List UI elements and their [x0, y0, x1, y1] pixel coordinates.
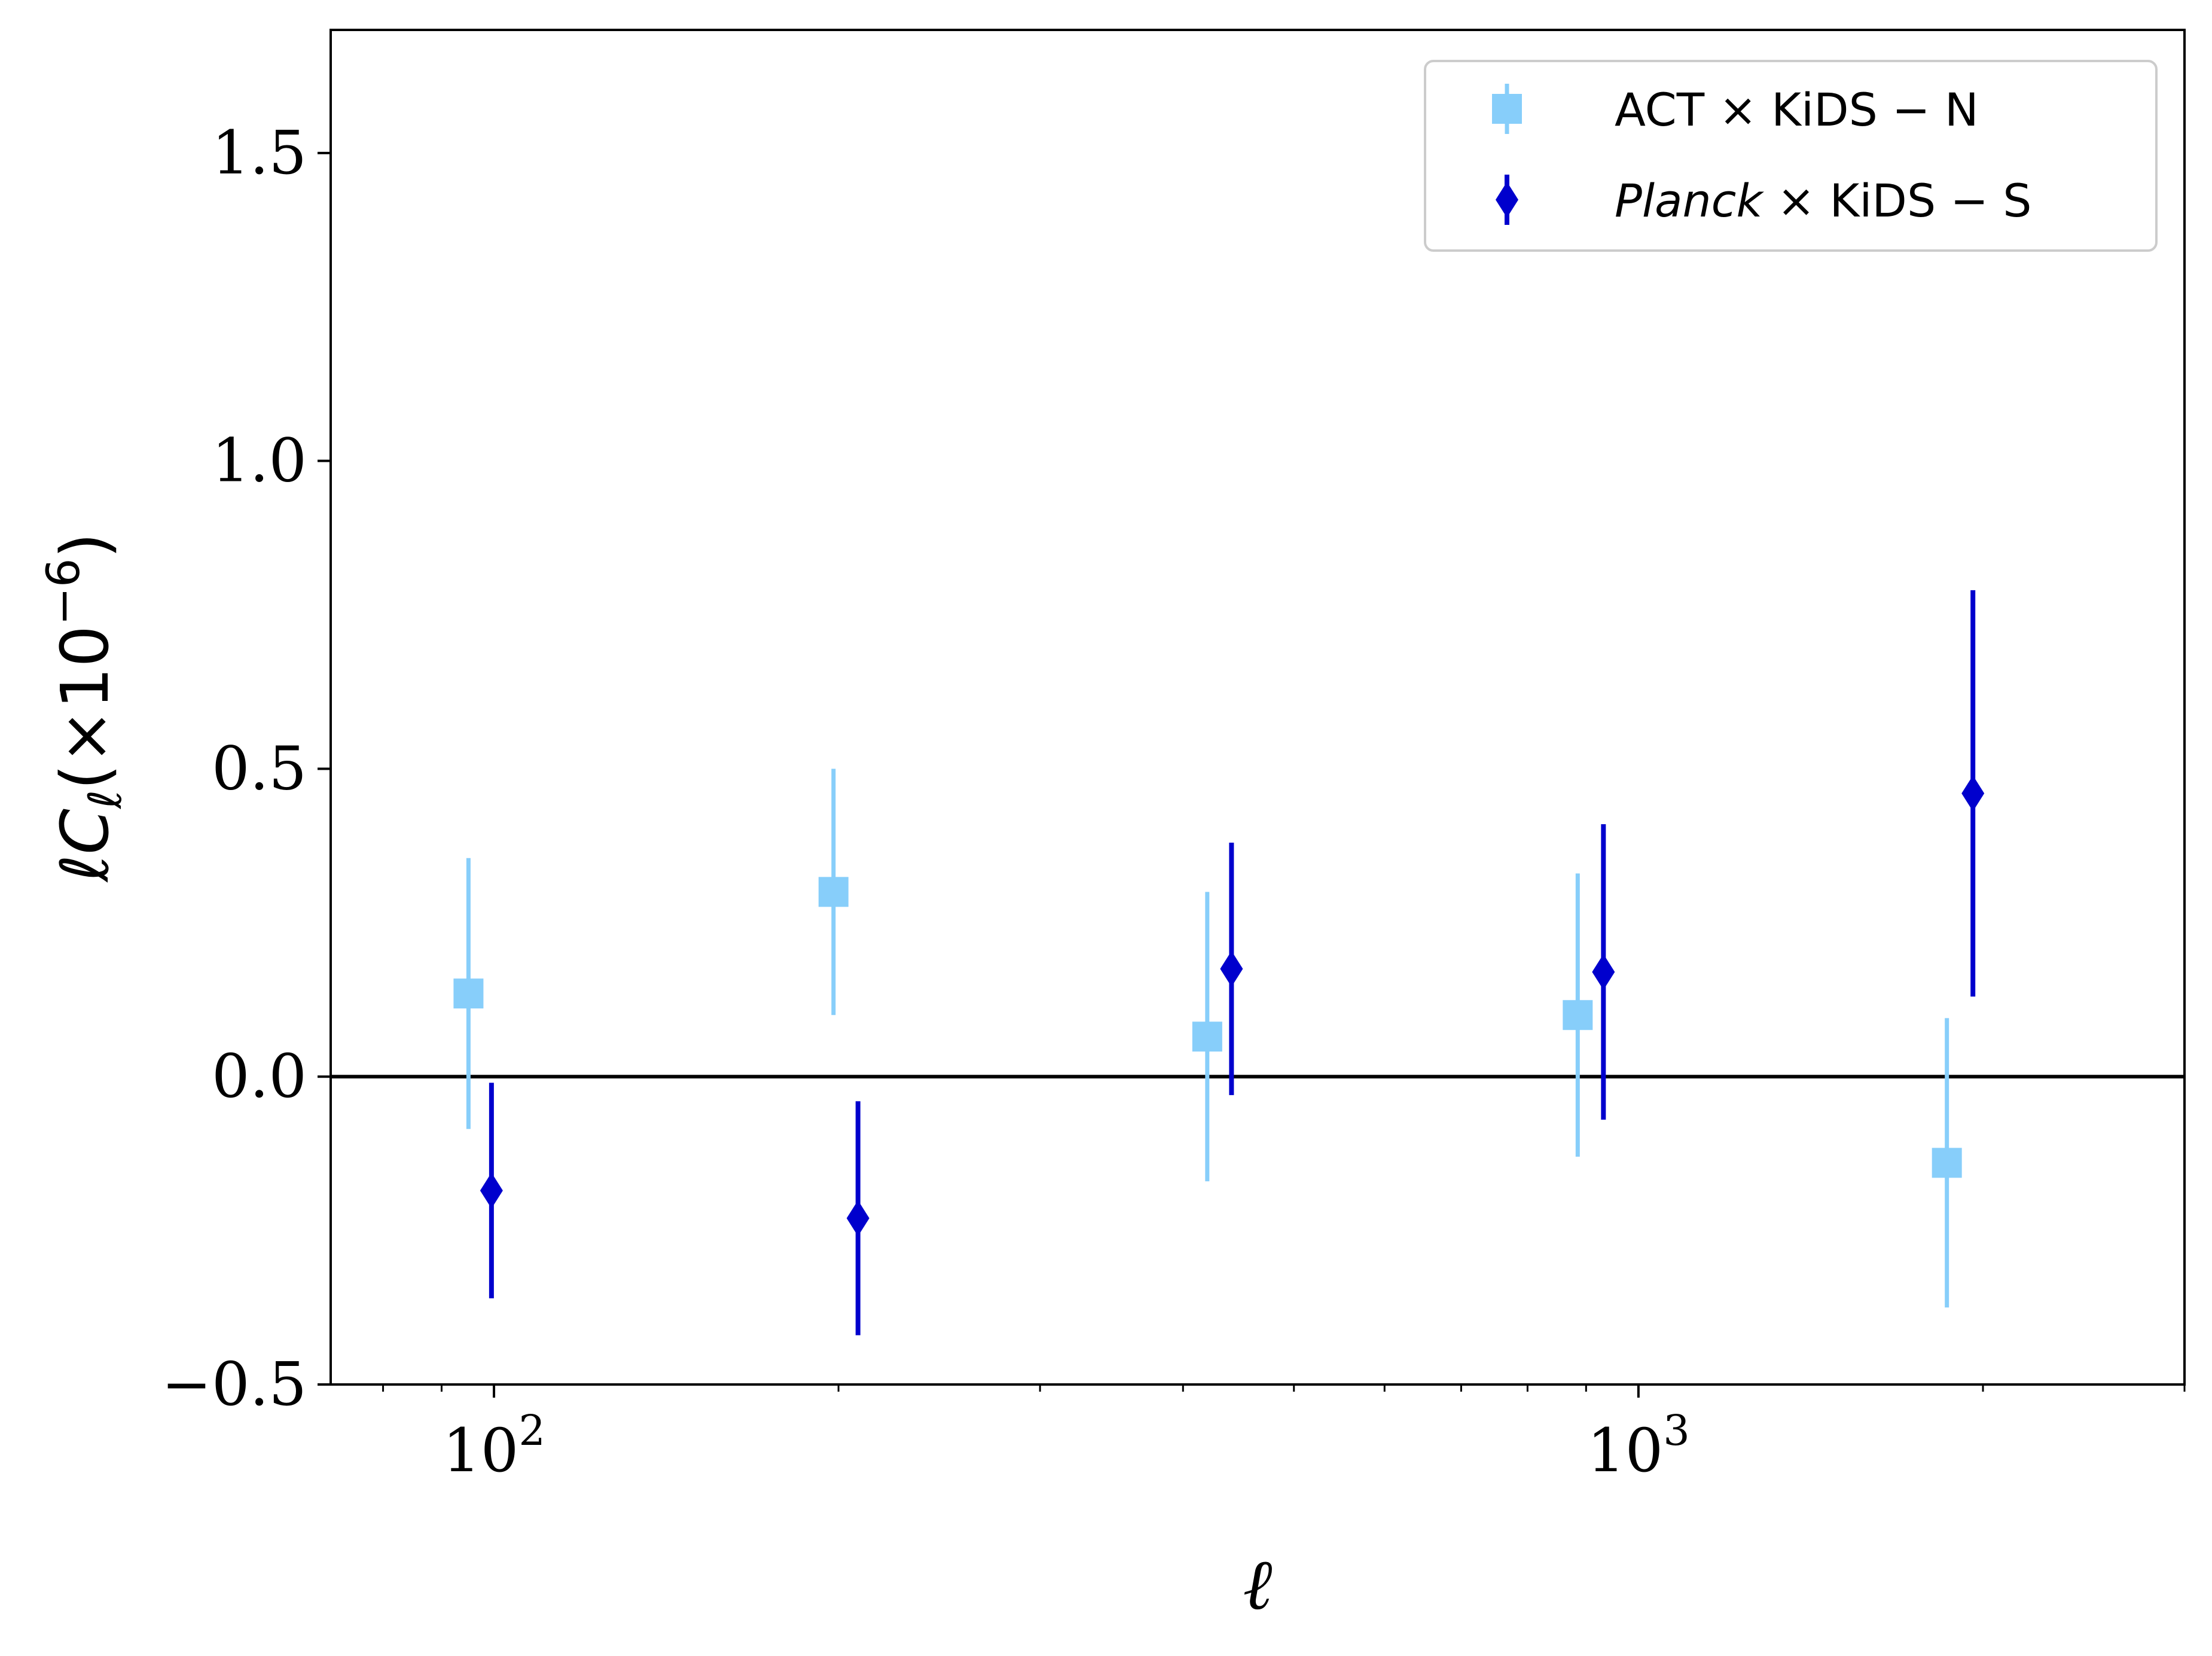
x-tick-label: 102	[443, 1406, 545, 1486]
y-tick-label: 0.0	[212, 1041, 307, 1111]
x-tick-exp: 2	[518, 1406, 545, 1455]
x-axis-label: ℓ	[1243, 1543, 1272, 1625]
data-point-diamond	[480, 1172, 503, 1209]
data-point-square	[1932, 1148, 1962, 1178]
y-axis-label-close: )	[47, 533, 123, 559]
legend-label-rest: × KiDS − N	[1704, 83, 1979, 136]
plot-frame	[329, 29, 2186, 1386]
x-tick-base: 10	[1587, 1416, 1663, 1486]
legend-box	[1424, 60, 2158, 252]
legend-label-prefix: ACT	[1615, 83, 1705, 136]
y-axis-label-tail: (×10	[47, 626, 123, 790]
data-point-diamond	[1220, 951, 1243, 987]
data-point-square	[453, 978, 484, 1009]
y-tick-label: 1.0	[212, 426, 307, 496]
x-tick-label: 103	[1587, 1406, 1690, 1486]
series-2	[480, 590, 1985, 1335]
data-point-square	[1563, 1000, 1593, 1030]
y-axis-label-sub: ℓ	[78, 790, 132, 810]
legend: ACT × KiDS − N Planck × KiDS − S	[1424, 60, 2158, 252]
x-tick-base: 10	[443, 1416, 518, 1486]
legend-label: Planck × KiDS − S	[1615, 174, 2031, 227]
y-axis-label-exp: −6	[36, 559, 90, 626]
legend-label-prefix: Planck	[1615, 174, 1764, 227]
legend-label-rest: × KiDS − S	[1762, 174, 2031, 227]
data-point-square	[1192, 1021, 1222, 1052]
data-point-diamond	[846, 1200, 869, 1237]
data-point-square	[818, 877, 849, 907]
legend-marker-square	[1492, 94, 1522, 124]
y-tick-label: −0.5	[161, 1349, 307, 1419]
data-point-diamond	[1592, 954, 1615, 990]
legend-entry-2: Planck × KiDS − S	[1496, 174, 2031, 227]
y-tick-label: 0.5	[212, 733, 307, 803]
legend-label: ACT × KiDS − N	[1615, 83, 1979, 136]
legend-marker-diamond	[1496, 182, 1518, 218]
y-axis-label-main: ℓC	[47, 809, 123, 883]
y-axis-label: ℓCℓ(×10−6)	[36, 533, 132, 883]
data-marks	[453, 590, 1985, 1335]
legend-entry-1: ACT × KiDS − N	[1492, 83, 1979, 136]
y-tick-label: 1.5	[212, 118, 307, 188]
data-point-diamond	[1961, 775, 1985, 812]
series-1	[453, 768, 1962, 1308]
x-tick-exp: 3	[1663, 1406, 1690, 1455]
